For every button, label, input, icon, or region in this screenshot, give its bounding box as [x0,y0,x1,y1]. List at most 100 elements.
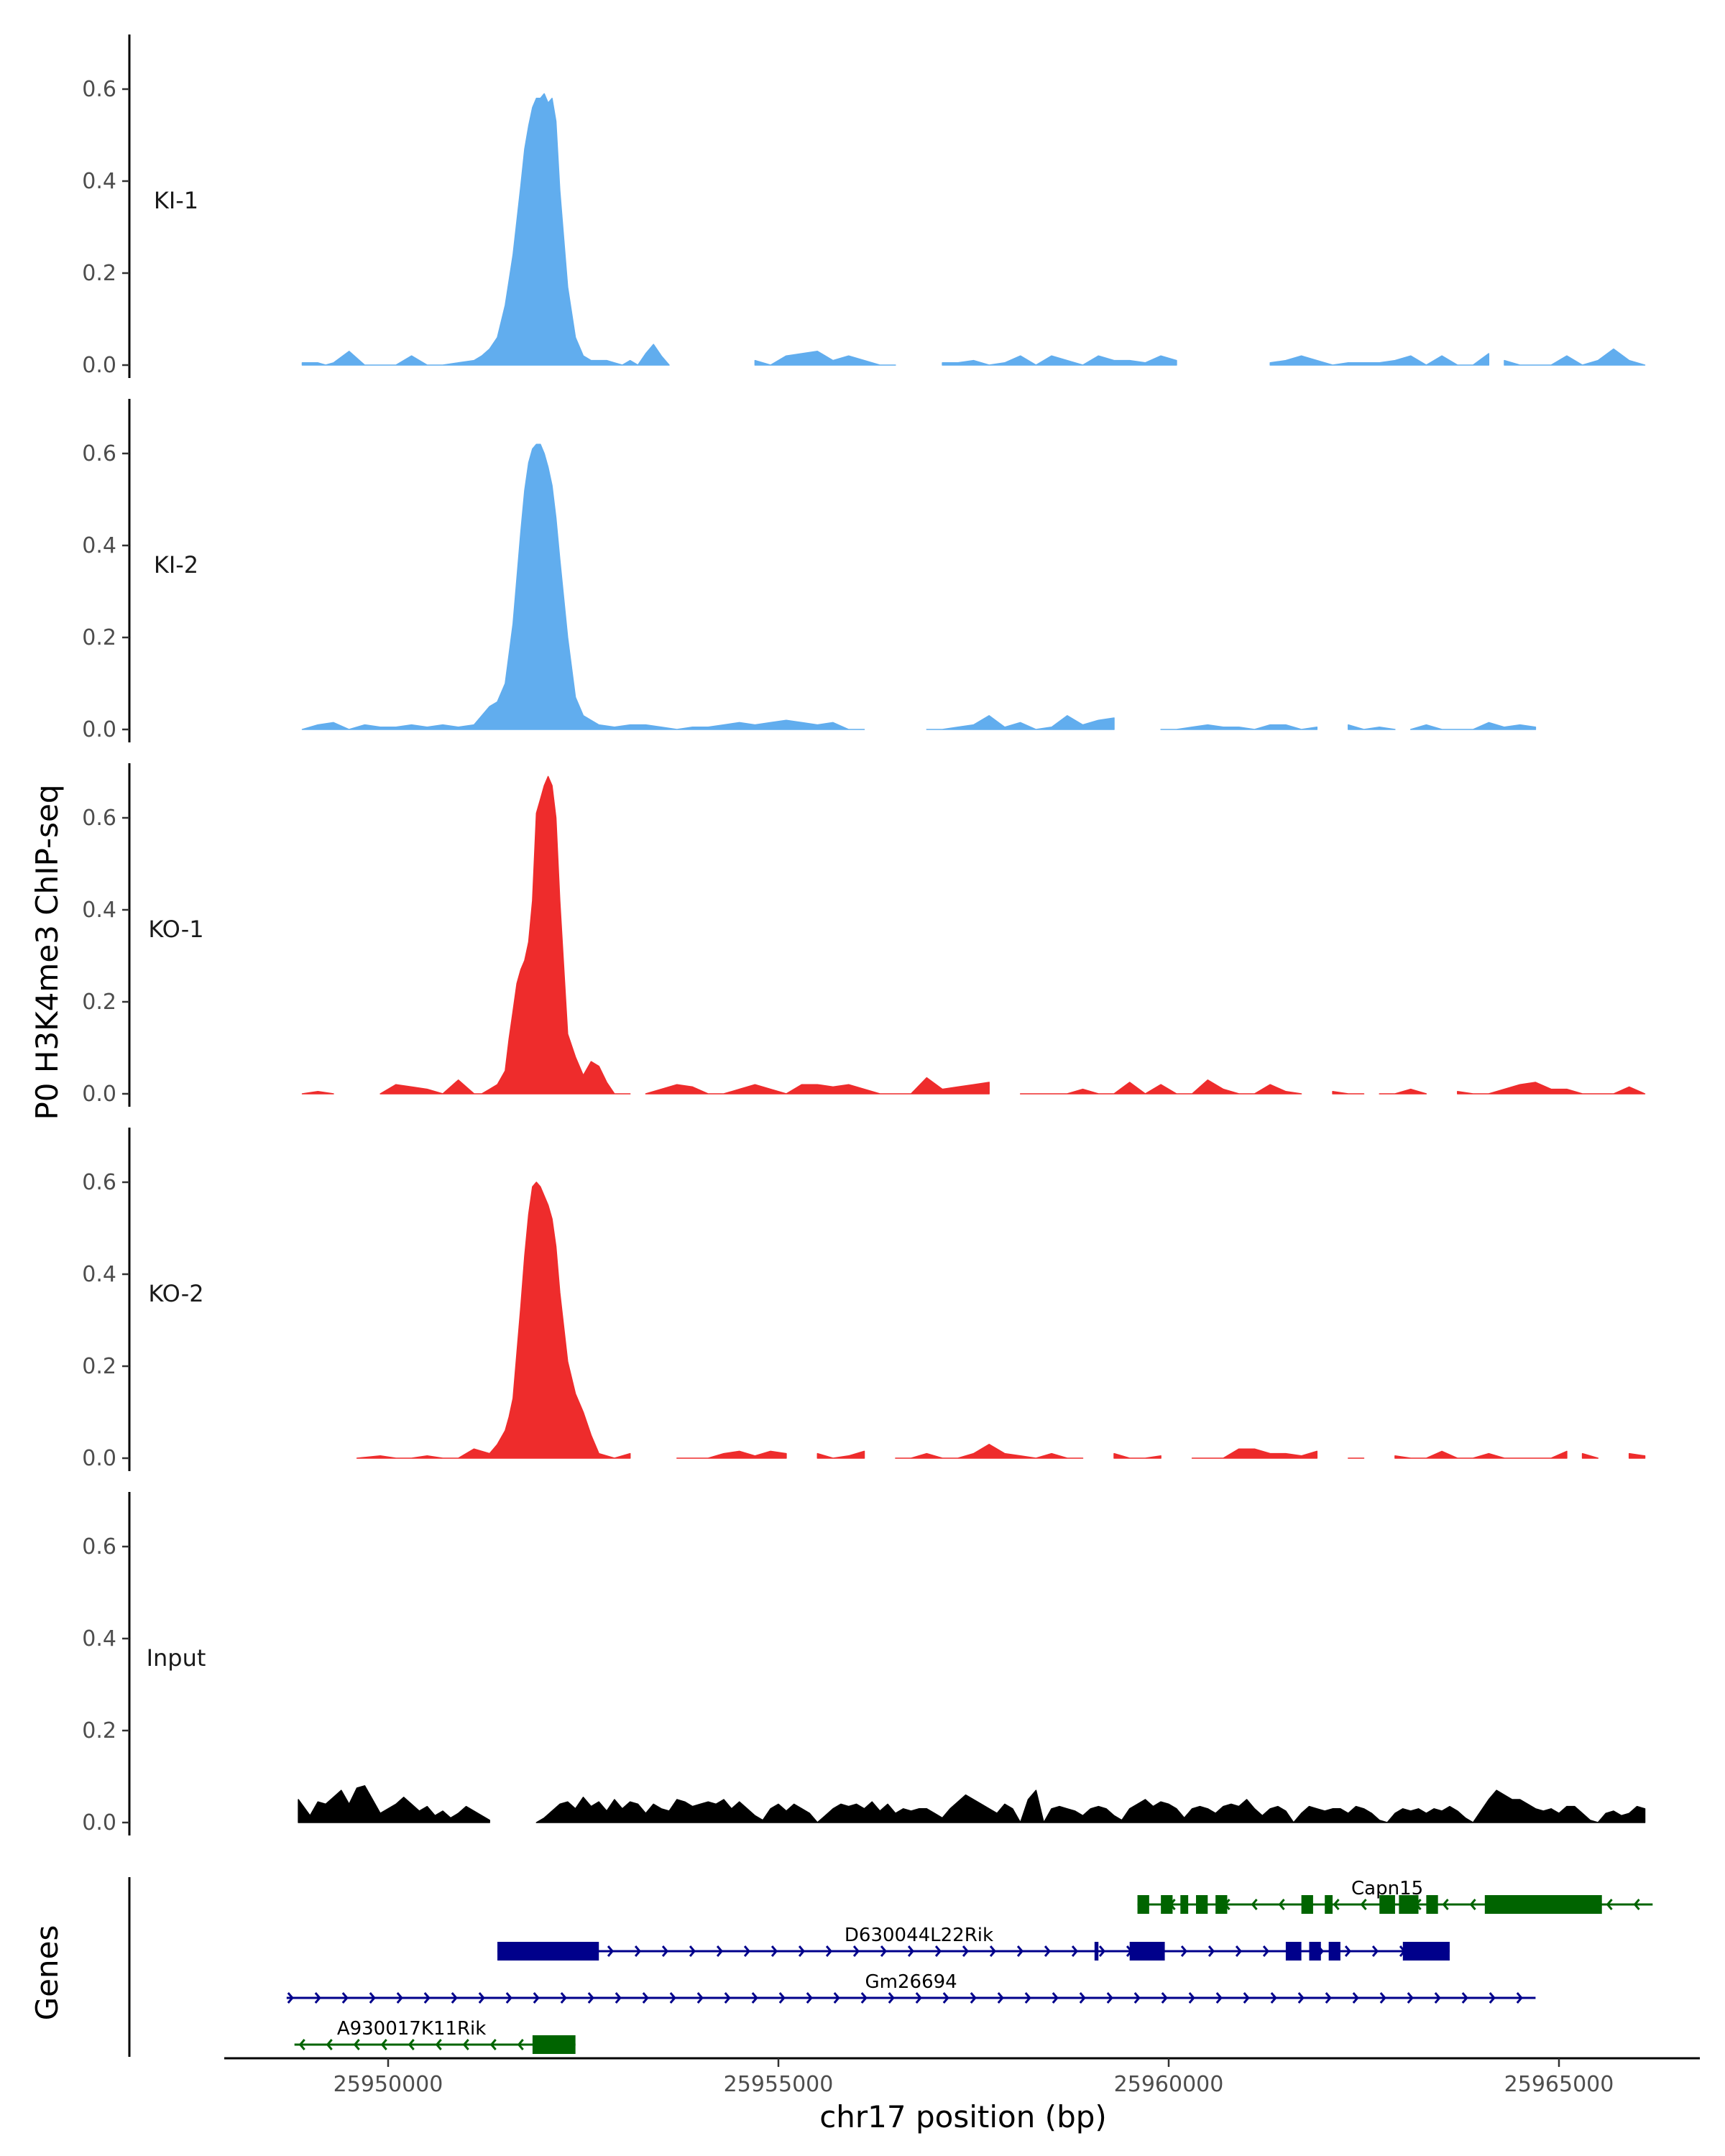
track-label: KI-1 [154,187,198,214]
exon [1309,1942,1321,1961]
strand-arrow [1278,1899,1285,1910]
strand-arrow [478,1992,485,2004]
strand-arrow [1208,1945,1215,1957]
y-tick-label: 0.4 [82,1626,116,1651]
y-tick-label: 0.4 [82,533,116,558]
strand-arrow [942,1992,949,2004]
strand-arrow [1352,1992,1359,2004]
coverage-area [301,443,865,730]
exon [1215,1895,1228,1914]
y-tick-label: 0.2 [82,625,116,650]
strand-arrow [833,1992,840,2004]
coverage-area [1269,353,1490,366]
strand-arrow [642,1992,649,2004]
x-tick-label: 25960000 [1114,2072,1224,2097]
coverage-area [1409,722,1537,730]
strand-arrow [888,1992,895,2004]
strand-arrow [423,1992,431,2004]
coverage-area [645,1077,990,1095]
coverage-area [816,1450,865,1459]
track-label: KI-2 [154,551,198,579]
strand-arrow [915,1992,922,2004]
exon [1399,1895,1419,1914]
strand-arrow [380,2039,387,2050]
gene-a930017k11rik: A930017K11Rik [294,2018,576,2054]
y-tick-label: 0.6 [82,1534,116,1560]
strand-arrow [1633,1899,1640,1910]
track-ki-1: 0.0 0.2 0.4 0.6 KI-1 [82,34,1646,378]
coverage-area [1504,348,1646,366]
strand-arrow [517,2039,524,2050]
strand-arrow [724,1992,731,2004]
strand-arrow [396,1992,403,2004]
strand-arrow [1071,1945,1079,1957]
strand-arrow [1262,1945,1270,1957]
track-ko-2: 0.0 0.2 0.4 0.6 KO-2 [82,1128,1646,1471]
strand-arrow [962,1945,970,1957]
strand-arrow [1235,1945,1243,1957]
strand-arrow [1243,1992,1250,2004]
strand-arrow [353,2039,360,2050]
strand-arrow [505,1992,512,2004]
strand-arrow [852,1945,860,1957]
strand-arrow [1044,1945,1052,1957]
y-tick-label: 0.2 [82,261,116,286]
strand-arrow [1489,1992,1496,2004]
y-tick-label: 0.6 [82,441,116,466]
strand-arrow [1325,1992,1332,2004]
exon [1137,1895,1149,1914]
gene-label: D630044L22Rik [845,1925,993,1946]
y-tick-label: 0.6 [82,77,116,102]
strand-arrow [287,1992,294,2004]
x-axis: 25950000 25955000 25960000 25965000 [224,2057,1700,2097]
strand-arrow [634,1945,642,1957]
strand-arrow [661,1945,669,1957]
x-axis-title: chr17 position (bp) [819,2099,1107,2134]
strand-arrow [1098,1945,1106,1957]
x-tick-label: 25955000 [724,2072,834,2097]
strand-arrow [326,2039,333,2050]
strand-arrow [1161,1992,1168,2004]
strand-arrow [798,1945,806,1957]
exon [1426,1895,1438,1914]
y-tick-label: 0.2 [82,990,116,1015]
strand-arrow [1344,1945,1352,1957]
strand-arrow [1469,1899,1476,1910]
strand-arrow [451,1992,458,2004]
strand-arrow [1106,1992,1113,2004]
track-ko-1: 0.0 0.2 0.4 0.6 KO-1 [82,763,1646,1107]
y-tick-label: 0.0 [82,1082,116,1107]
coverage-area [301,93,670,366]
x-tick-label: 25950000 [334,2072,443,2097]
strand-arrow [1024,1992,1031,2004]
strand-arrow [1188,1992,1195,2004]
coverage-area [1348,724,1396,730]
strand-arrow [1052,1992,1059,2004]
strand-arrow [489,2039,497,2050]
coverage-area [1379,1088,1427,1095]
coverage-area [895,1444,1084,1459]
coverage-area [1394,1450,1568,1459]
strand-arrow [907,1945,915,1957]
strand-arrow [462,2039,469,2050]
strand-arrow [1016,1945,1024,1957]
exon [1285,1942,1302,1961]
coverage-area [1160,724,1318,730]
y-tick-label: 0.0 [82,353,116,378]
coverage-area [1628,1452,1646,1459]
strand-arrow [669,1992,676,2004]
strand-arrow [970,1992,977,2004]
coverage-area [754,351,896,366]
strand-arrow [341,1992,349,2004]
y-tick-label: 0.2 [82,1354,116,1379]
exon [1325,1895,1333,1914]
coverage-area [1191,1448,1318,1459]
coverage-area [926,715,1115,730]
strand-arrow [1297,1992,1305,2004]
x-tick-label: 25965000 [1504,2072,1614,2097]
coverage-area [1581,1452,1599,1459]
strand-arrow [1516,1992,1523,2004]
strand-arrow [806,1992,813,2004]
strand-arrow [1251,1899,1258,1910]
